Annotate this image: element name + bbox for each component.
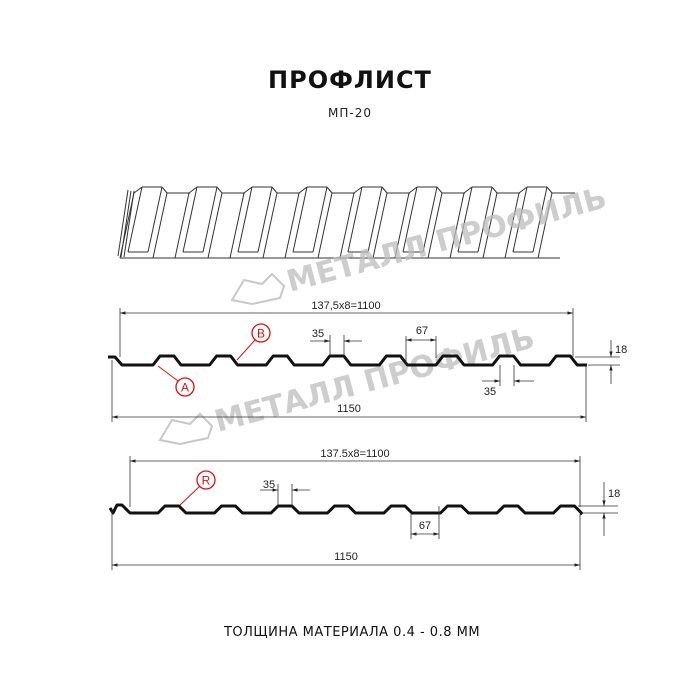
- crest-width-label: 35: [312, 328, 324, 340]
- profile-bottom: 137.5x8=1100 1150 35 67 18 R: [108, 448, 620, 570]
- svg-text:R: R: [202, 474, 211, 488]
- svg-text:МЕТАЛЛ ПРОФИЛЬ: МЕТАЛЛ ПРОФИЛЬ: [283, 181, 610, 300]
- watermark-logo: МЕТАЛЛ ПРОФИЛЬ МЕТАЛЛ ПРОФИЛЬ: [158, 181, 610, 446]
- profile-top: 137,5x8=1100 1150 35 67 35 18 A B: [108, 300, 627, 422]
- valley-width-label: 67: [419, 520, 431, 532]
- marker-b: B: [236, 323, 271, 361]
- profile-bottom-line: [108, 503, 583, 516]
- page-title: ПРОФЛИСТ: [268, 66, 432, 94]
- valley-width-label: 67: [416, 325, 428, 337]
- width-label: 1150: [337, 403, 361, 415]
- page-subtitle: МП-20: [328, 106, 372, 120]
- material-thickness-note: ТОЛЩИНА МАТЕРИАЛА 0.4 - 0.8 ММ: [223, 625, 480, 640]
- svg-text:B: B: [257, 327, 265, 341]
- pitch-label: 137.5x8=1100: [320, 448, 389, 460]
- pitch-label: 137,5x8=1100: [311, 300, 380, 312]
- height-label: 18: [608, 488, 620, 500]
- width-label: 1150: [334, 551, 358, 563]
- crest-width-label: 35: [263, 479, 275, 491]
- svg-text:A: A: [181, 381, 189, 395]
- marker-a: A: [157, 365, 195, 397]
- sheet-3d-view: [117, 186, 575, 259]
- crest-width-label-lower: 35: [484, 386, 496, 398]
- height-label: 18: [615, 344, 627, 356]
- marker-r: R: [179, 470, 216, 506]
- profile-top-line: [108, 354, 587, 367]
